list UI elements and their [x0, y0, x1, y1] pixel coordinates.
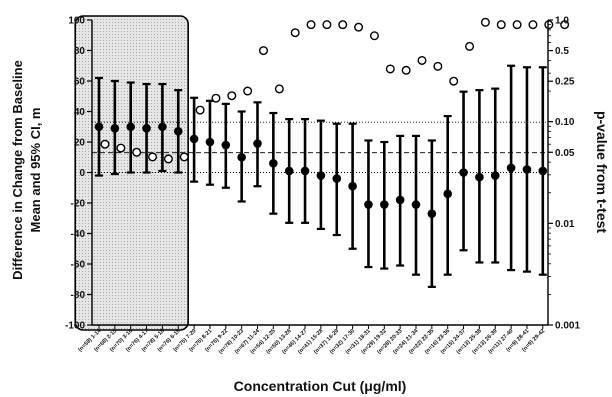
mean-point — [427, 209, 437, 218]
p-value-point — [560, 20, 570, 30]
mean-point — [237, 152, 246, 162]
x-axis-title: Concentration Cut (μg/ml) — [234, 378, 407, 394]
mean-point — [284, 166, 294, 176]
mean-point — [221, 140, 231, 150]
left-y-ticks: 100 80 60 40 20 0 -20 -40 -60 -80 -100 — [65, 16, 92, 332]
mean-point — [490, 171, 500, 180]
p-value-point — [496, 20, 506, 30]
mean-point — [538, 166, 548, 176]
right-tick-label: 0.01 — [555, 219, 575, 230]
left-tick-label: 60 — [74, 77, 86, 88]
left-tick-label: -80 — [71, 290, 86, 301]
p-value-point — [369, 31, 379, 41]
mean-point — [522, 165, 532, 174]
p-value-point — [259, 46, 269, 56]
y-axis-title-right: p-value from t-test — [594, 111, 610, 233]
p-value-point — [322, 20, 332, 30]
right-tick-label: 0.001 — [555, 321, 580, 332]
left-tick-label: -20 — [71, 199, 86, 210]
right-tick-label: 1.0 — [555, 16, 569, 27]
mean-point — [364, 200, 373, 209]
mean-point — [348, 181, 357, 191]
p-value-series — [100, 17, 570, 164]
p-value-point — [132, 147, 142, 157]
p-value-point — [195, 105, 205, 115]
p-value-point — [401, 65, 411, 75]
left-tick-label: 40 — [74, 107, 86, 118]
left-tick-label: 100 — [68, 16, 85, 27]
y-axis-title-left-line2: Mean and 95% CI, m — [28, 108, 43, 233]
mean-point — [395, 195, 405, 205]
mean-point — [253, 139, 262, 148]
left-tick-label: -100 — [65, 321, 85, 332]
mean-point — [126, 122, 135, 132]
mean-point — [142, 123, 151, 133]
mean-point — [443, 189, 453, 199]
right-y-ticks: 1.0 0.5 0.25 0.10 0.05 0.01 0.001 — [548, 16, 580, 332]
p-value-point — [385, 64, 395, 74]
right-tick-label: 0.10 — [555, 117, 575, 128]
mean-point — [269, 159, 278, 168]
p-value-point — [148, 152, 158, 162]
p-value-point — [417, 55, 427, 65]
mean-point — [300, 166, 310, 176]
mean-point — [475, 172, 484, 182]
mean-point — [110, 123, 120, 133]
p-value-point — [100, 139, 110, 149]
right-tick-label: 0.05 — [555, 148, 575, 159]
p-value-point — [528, 20, 538, 30]
p-value-point — [274, 84, 284, 94]
p-value-point — [211, 93, 221, 103]
mean-point — [205, 137, 215, 147]
mean-point — [316, 171, 326, 180]
mean-point — [459, 168, 468, 177]
left-tick-label: 0 — [79, 168, 85, 179]
mean-point — [411, 200, 421, 209]
p-value-point — [465, 41, 475, 51]
right-tick-label: 0.25 — [555, 77, 575, 88]
p-value-point — [354, 22, 364, 32]
p-value-point — [480, 17, 490, 27]
p-value-point — [449, 76, 459, 86]
p-value-point — [163, 154, 173, 164]
left-tick-label: -60 — [71, 260, 86, 271]
mean-point — [173, 127, 183, 136]
mean-point — [506, 163, 516, 173]
mean-point — [158, 122, 167, 132]
p-value-point — [227, 91, 237, 101]
p-value-point — [433, 61, 443, 71]
left-tick-label: 20 — [74, 138, 86, 149]
mean-point — [94, 122, 104, 132]
left-tick-label: -40 — [71, 229, 86, 240]
p-value-point — [290, 28, 300, 38]
p-value-point — [243, 86, 253, 96]
mean-point — [189, 134, 199, 144]
p-value-point — [116, 143, 126, 153]
p-value-point — [512, 20, 522, 30]
left-tick-label: 80 — [74, 46, 86, 57]
p-value-point — [338, 20, 348, 30]
mean-ci-series — [94, 64, 548, 288]
mean-point — [332, 174, 342, 183]
mean-point — [380, 200, 389, 209]
y-axis-title-left-line1: Difference in Change from Baseline — [10, 60, 25, 280]
p-value-point — [306, 20, 316, 30]
right-tick-label: 0.5 — [555, 46, 569, 57]
p-value-point — [179, 152, 189, 162]
